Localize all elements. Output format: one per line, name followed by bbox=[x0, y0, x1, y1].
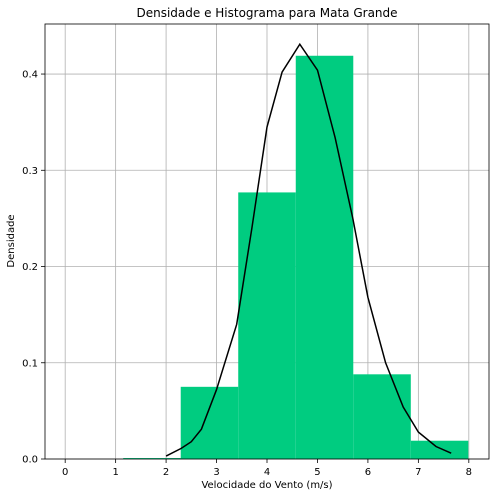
density-curve-layer bbox=[165, 42, 452, 457]
x-tick-label: 1 bbox=[112, 467, 118, 478]
y-tick-label: 0.1 bbox=[22, 358, 38, 369]
histogram-bar bbox=[295, 55, 354, 459]
x-tick-label: 5 bbox=[314, 467, 320, 478]
x-tick-label: 8 bbox=[466, 467, 472, 478]
histogram-bar bbox=[123, 458, 181, 459]
y-axis-ticks: 0.0 0.1 0.2 0.3 0.4 bbox=[22, 70, 45, 466]
histogram-bars bbox=[123, 55, 469, 459]
y-tick-label: 0.2 bbox=[22, 262, 38, 273]
y-tick-label: 0.4 bbox=[22, 70, 38, 81]
x-tick-label: 4 bbox=[264, 467, 270, 478]
x-axis-label: Velocidade do Vento (m/s) bbox=[201, 480, 332, 491]
histogram-bar bbox=[353, 374, 411, 459]
x-tick-label: 7 bbox=[415, 467, 421, 478]
density-curve bbox=[165, 42, 452, 457]
y-axis-label: Densidade bbox=[6, 214, 17, 267]
x-tick-label: 0 bbox=[62, 467, 68, 478]
y-tick-label: 0.0 bbox=[22, 455, 38, 466]
histogram-bar bbox=[410, 440, 469, 459]
chart-title: Densidade e Histograma para Mata Grande bbox=[136, 6, 397, 20]
histogram-bar bbox=[238, 192, 296, 459]
histogram-bar bbox=[180, 386, 239, 459]
x-axis-ticks: 0 1 2 3 4 5 6 7 8 bbox=[62, 459, 472, 478]
x-tick-label: 6 bbox=[365, 467, 371, 478]
y-tick-label: 0.3 bbox=[22, 166, 38, 177]
x-tick-label: 2 bbox=[163, 467, 169, 478]
x-tick-label: 3 bbox=[213, 467, 219, 478]
